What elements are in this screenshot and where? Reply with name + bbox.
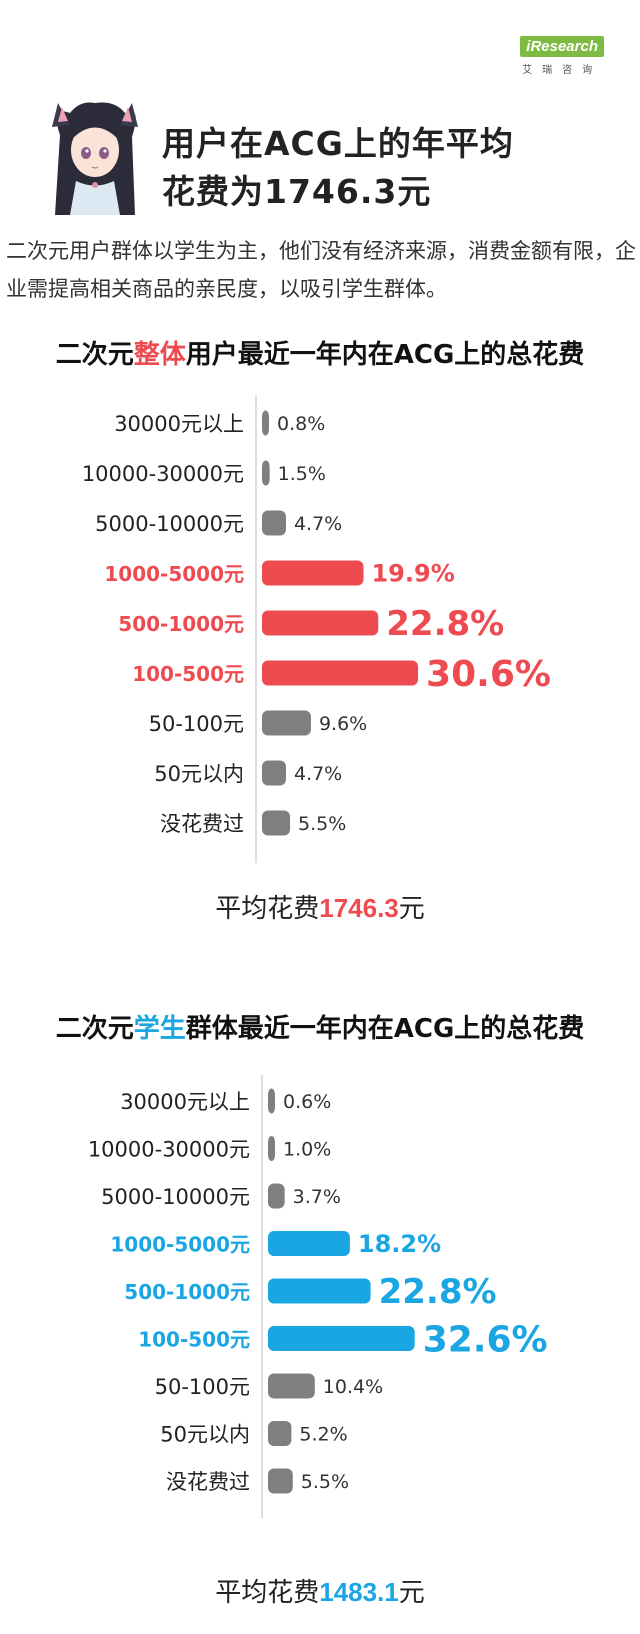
category-label: 50-100元 — [155, 1375, 250, 1399]
section-2-title-highlight: 学生 — [133, 1014, 186, 1044]
section-1-title: 二次元整体用户最近一年内在ACG上的总花费 — [0, 334, 640, 371]
category-label: 1000-5000元 — [110, 1233, 250, 1257]
section-2-title-pre: 二次元 — [55, 1014, 134, 1044]
bar — [262, 710, 311, 736]
category-label: 100-500元 — [138, 1328, 250, 1352]
category-label: 100-500元 — [132, 662, 244, 686]
average-label: 平均花费 — [215, 1578, 320, 1608]
value-label: 10.4% — [323, 1376, 383, 1398]
bar — [268, 1136, 275, 1161]
bar — [268, 1278, 371, 1304]
category-label: 没花费过 — [160, 812, 244, 836]
bar — [268, 1088, 275, 1114]
category-label: 30000元以上 — [120, 1090, 250, 1114]
logo-subtitle: 艾瑞咨询 — [522, 65, 603, 76]
headline-line-1: 用户在ACG上的年平均 — [162, 124, 514, 163]
bar — [268, 1468, 293, 1494]
anime-girl-illustration — [52, 102, 138, 215]
chart-student-users: 30000元以上 0.6% 10000-30000元 1.0% 5000-10000元 3… — [88, 1075, 548, 1519]
value-label: 5.5% — [298, 813, 346, 835]
bar — [268, 1231, 350, 1256]
section-1-title-pre: 二次元 — [55, 340, 134, 370]
section-1-title-post: 用户最近一年内在ACG上的总花费 — [185, 340, 585, 370]
bar — [262, 610, 379, 636]
average-value: 1483.1 — [319, 1577, 399, 1607]
average-spend-students: 平均花费1483.1元 — [0, 1572, 640, 1609]
category-label: 10000-30000元 — [88, 1138, 250, 1162]
value-label: 32.6% — [423, 1319, 548, 1360]
bar — [262, 460, 270, 486]
category-label: 50元以内 — [154, 762, 244, 786]
bar — [268, 1183, 285, 1209]
intro-paragraph: 二次元用户群体以学生为主，他们没有经济来源，消费金额有限，企业需提高相关商品的亲… — [6, 239, 636, 301]
headline: 用户在ACG上的年平均 花费为1746.3元 — [162, 120, 514, 216]
bar — [262, 760, 286, 786]
value-label: 22.8% — [386, 604, 504, 644]
value-label: 4.7% — [294, 763, 342, 785]
value-label: 3.7% — [293, 1186, 341, 1208]
bar — [262, 810, 291, 836]
value-label: 22.8% — [379, 1272, 497, 1312]
section-2-title: 二次元学生群体最近一年内在ACG上的总花费 — [0, 1008, 640, 1045]
category-label: 30000元以上 — [114, 412, 244, 436]
bar — [262, 660, 419, 686]
bar — [268, 1421, 292, 1446]
bar — [268, 1373, 315, 1399]
average-label: 平均花费 — [215, 894, 320, 924]
value-label: 4.7% — [294, 513, 342, 535]
bar — [262, 560, 364, 586]
value-label: 18.2% — [358, 1230, 441, 1258]
category-label: 50元以内 — [160, 1423, 250, 1447]
category-label: 500-1000元 — [118, 612, 244, 636]
category-label: 500-1000元 — [124, 1280, 250, 1304]
bar — [268, 1326, 415, 1351]
value-label: 0.8% — [277, 413, 325, 435]
category-label: 没花费过 — [166, 1470, 250, 1494]
section-2-title-post: 群体最近一年内在ACG上的总花费 — [185, 1014, 585, 1044]
value-label: 30.6% — [426, 654, 551, 695]
category-label: 5000-10000元 — [101, 1185, 250, 1209]
logo-brand: iResearch — [520, 36, 604, 57]
value-label: 1.0% — [283, 1138, 331, 1160]
value-label: 1.5% — [278, 463, 326, 485]
average-unit: 元 — [398, 894, 425, 924]
category-label: 1000-5000元 — [104, 562, 244, 586]
category-label: 10000-30000元 — [82, 462, 244, 486]
average-spend-overall: 平均花费1746.3元 — [0, 888, 640, 925]
section-1-title-highlight: 整体 — [133, 340, 186, 370]
headline-line-2: 花费为1746.3元 — [162, 172, 432, 211]
category-label: 5000-10000元 — [95, 512, 244, 536]
category-label: 50-100元 — [149, 712, 244, 736]
bar — [262, 410, 269, 436]
average-unit: 元 — [398, 1578, 425, 1608]
value-label: 5.2% — [299, 1423, 347, 1445]
value-label: 9.6% — [319, 713, 367, 735]
average-value: 1746.3 — [319, 893, 399, 923]
bar — [262, 510, 286, 536]
value-label: 5.5% — [301, 1471, 349, 1493]
value-label: 19.9% — [371, 560, 454, 588]
iresearch-logo: iResearch 艾瑞咨询 — [520, 36, 604, 76]
chart-overall-users: 30000元以上 0.8% 10000-30000元 1.5% 5000-10000元 4… — [82, 395, 551, 863]
value-label: 0.6% — [283, 1091, 331, 1113]
